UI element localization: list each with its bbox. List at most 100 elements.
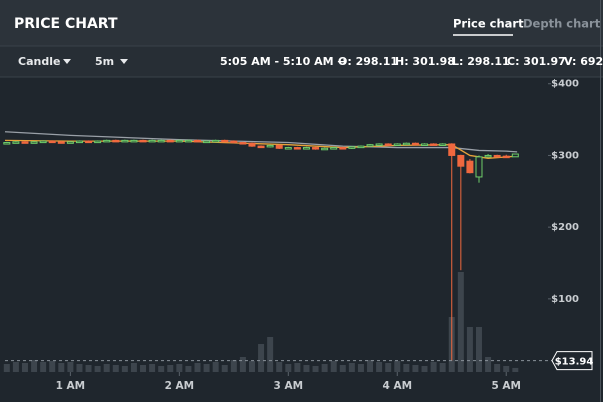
candle-body — [321, 147, 329, 151]
tab-depth-chart[interactable]: Depth chart — [523, 17, 601, 31]
volume-bar — [285, 364, 292, 372]
header-background — [0, 0, 603, 46]
candle-body — [257, 145, 265, 149]
price-marker-label: $13.94 — [555, 357, 594, 368]
candle-body — [312, 147, 320, 150]
volume-bar — [312, 366, 319, 372]
volume-bar — [94, 366, 101, 372]
candle-body — [448, 143, 456, 156]
volume-bar — [112, 365, 119, 372]
volume-bar — [348, 363, 355, 372]
candle-body — [493, 154, 501, 158]
candle-body — [375, 143, 383, 146]
y-tick-label: $100 — [551, 294, 579, 305]
volume-bar — [140, 365, 147, 372]
toolbar-background — [0, 46, 603, 77]
candle-body — [457, 154, 465, 167]
ohlc-open: O: 298.11 — [338, 55, 398, 68]
candle-body — [348, 146, 356, 149]
ohlc-low: L: 298.11 — [452, 55, 510, 68]
volume-bar — [149, 364, 156, 372]
volume-bar — [258, 344, 265, 372]
volume-bar — [49, 361, 56, 372]
candle-body — [175, 139, 183, 143]
volume-bar — [294, 363, 301, 372]
volume-bar — [167, 365, 174, 372]
candle-body — [139, 139, 147, 143]
candle-body — [366, 144, 374, 147]
volume-bar — [31, 360, 38, 372]
candle-body — [157, 139, 165, 143]
candle-body — [384, 143, 392, 146]
volume-bar — [403, 364, 410, 372]
tab-price-chart[interactable]: Price chart — [453, 17, 524, 31]
volume-bar — [194, 363, 201, 372]
volume-bar — [76, 364, 83, 372]
volume-bar — [421, 366, 428, 372]
dropdown-arrow — [63, 59, 71, 64]
volume-bar — [367, 360, 374, 372]
price-marker-box — [551, 351, 593, 371]
volume-bar — [3, 364, 10, 372]
volume-bar — [321, 364, 328, 372]
candle-body — [30, 141, 38, 144]
volume-bar — [385, 363, 392, 372]
candle-body — [502, 155, 510, 159]
candle-body — [21, 141, 29, 144]
candle-body — [75, 140, 83, 144]
volume-bar — [394, 361, 401, 372]
candle-body — [302, 147, 310, 150]
volume-bar — [376, 362, 383, 372]
candle-body — [466, 160, 474, 174]
candle-body — [48, 140, 56, 144]
volume-bar — [221, 365, 228, 372]
volume-bar — [430, 362, 437, 372]
candle-body — [402, 142, 410, 146]
candle-body — [275, 144, 283, 149]
chart-type-dropdown[interactable]: Candle — [18, 55, 60, 68]
candle-body — [484, 154, 492, 158]
interval-dropdown[interactable]: 5m — [95, 55, 114, 68]
volume-bar — [439, 363, 446, 372]
volume-bar — [85, 365, 92, 372]
volume-bar — [457, 272, 464, 372]
y-tick-label: $200 — [551, 222, 579, 233]
panel-title: PRICE CHART — [14, 16, 118, 32]
volume-bar — [212, 362, 219, 372]
candle-body — [184, 139, 192, 143]
candle-body — [39, 140, 47, 144]
candle-body — [94, 140, 102, 144]
volume-bar — [303, 365, 310, 372]
volume-bar — [21, 363, 28, 372]
candle-body — [66, 141, 74, 144]
volume-bar — [485, 357, 492, 372]
candle-body — [194, 139, 201, 143]
candle-body — [221, 139, 229, 143]
x-tick-label: 1 AM — [56, 380, 86, 392]
dropdown-arrow — [120, 59, 128, 64]
volume-bar — [130, 363, 137, 372]
candle-body — [248, 142, 256, 147]
volume-bar — [512, 367, 519, 372]
volume-bar — [412, 365, 419, 372]
volume-bar — [267, 337, 274, 372]
volume-bar — [158, 366, 165, 372]
candle-body — [85, 140, 93, 144]
candle-body — [411, 142, 419, 146]
volume-bar — [203, 364, 210, 372]
volume-bar — [185, 366, 192, 372]
plot-area: 1 AM 2 AM 3 AM 4 AM 5 AM $100 $200 $300 $400 $13.… — [3, 79, 594, 392]
candle-body — [112, 139, 120, 143]
ohlc-volume: V: 692 — [564, 55, 603, 68]
x-tick-label: 2 AM — [165, 380, 195, 392]
candle-body — [339, 147, 347, 150]
volume-bar — [248, 361, 255, 372]
volume-bar — [121, 366, 128, 372]
x-tick-label: 3 AM — [274, 380, 304, 392]
volume-bar — [239, 357, 246, 372]
volume-bar — [40, 362, 47, 372]
candle-body — [130, 139, 138, 143]
volume-bar — [12, 362, 19, 372]
x-tick-label: 5 AM — [491, 380, 521, 392]
